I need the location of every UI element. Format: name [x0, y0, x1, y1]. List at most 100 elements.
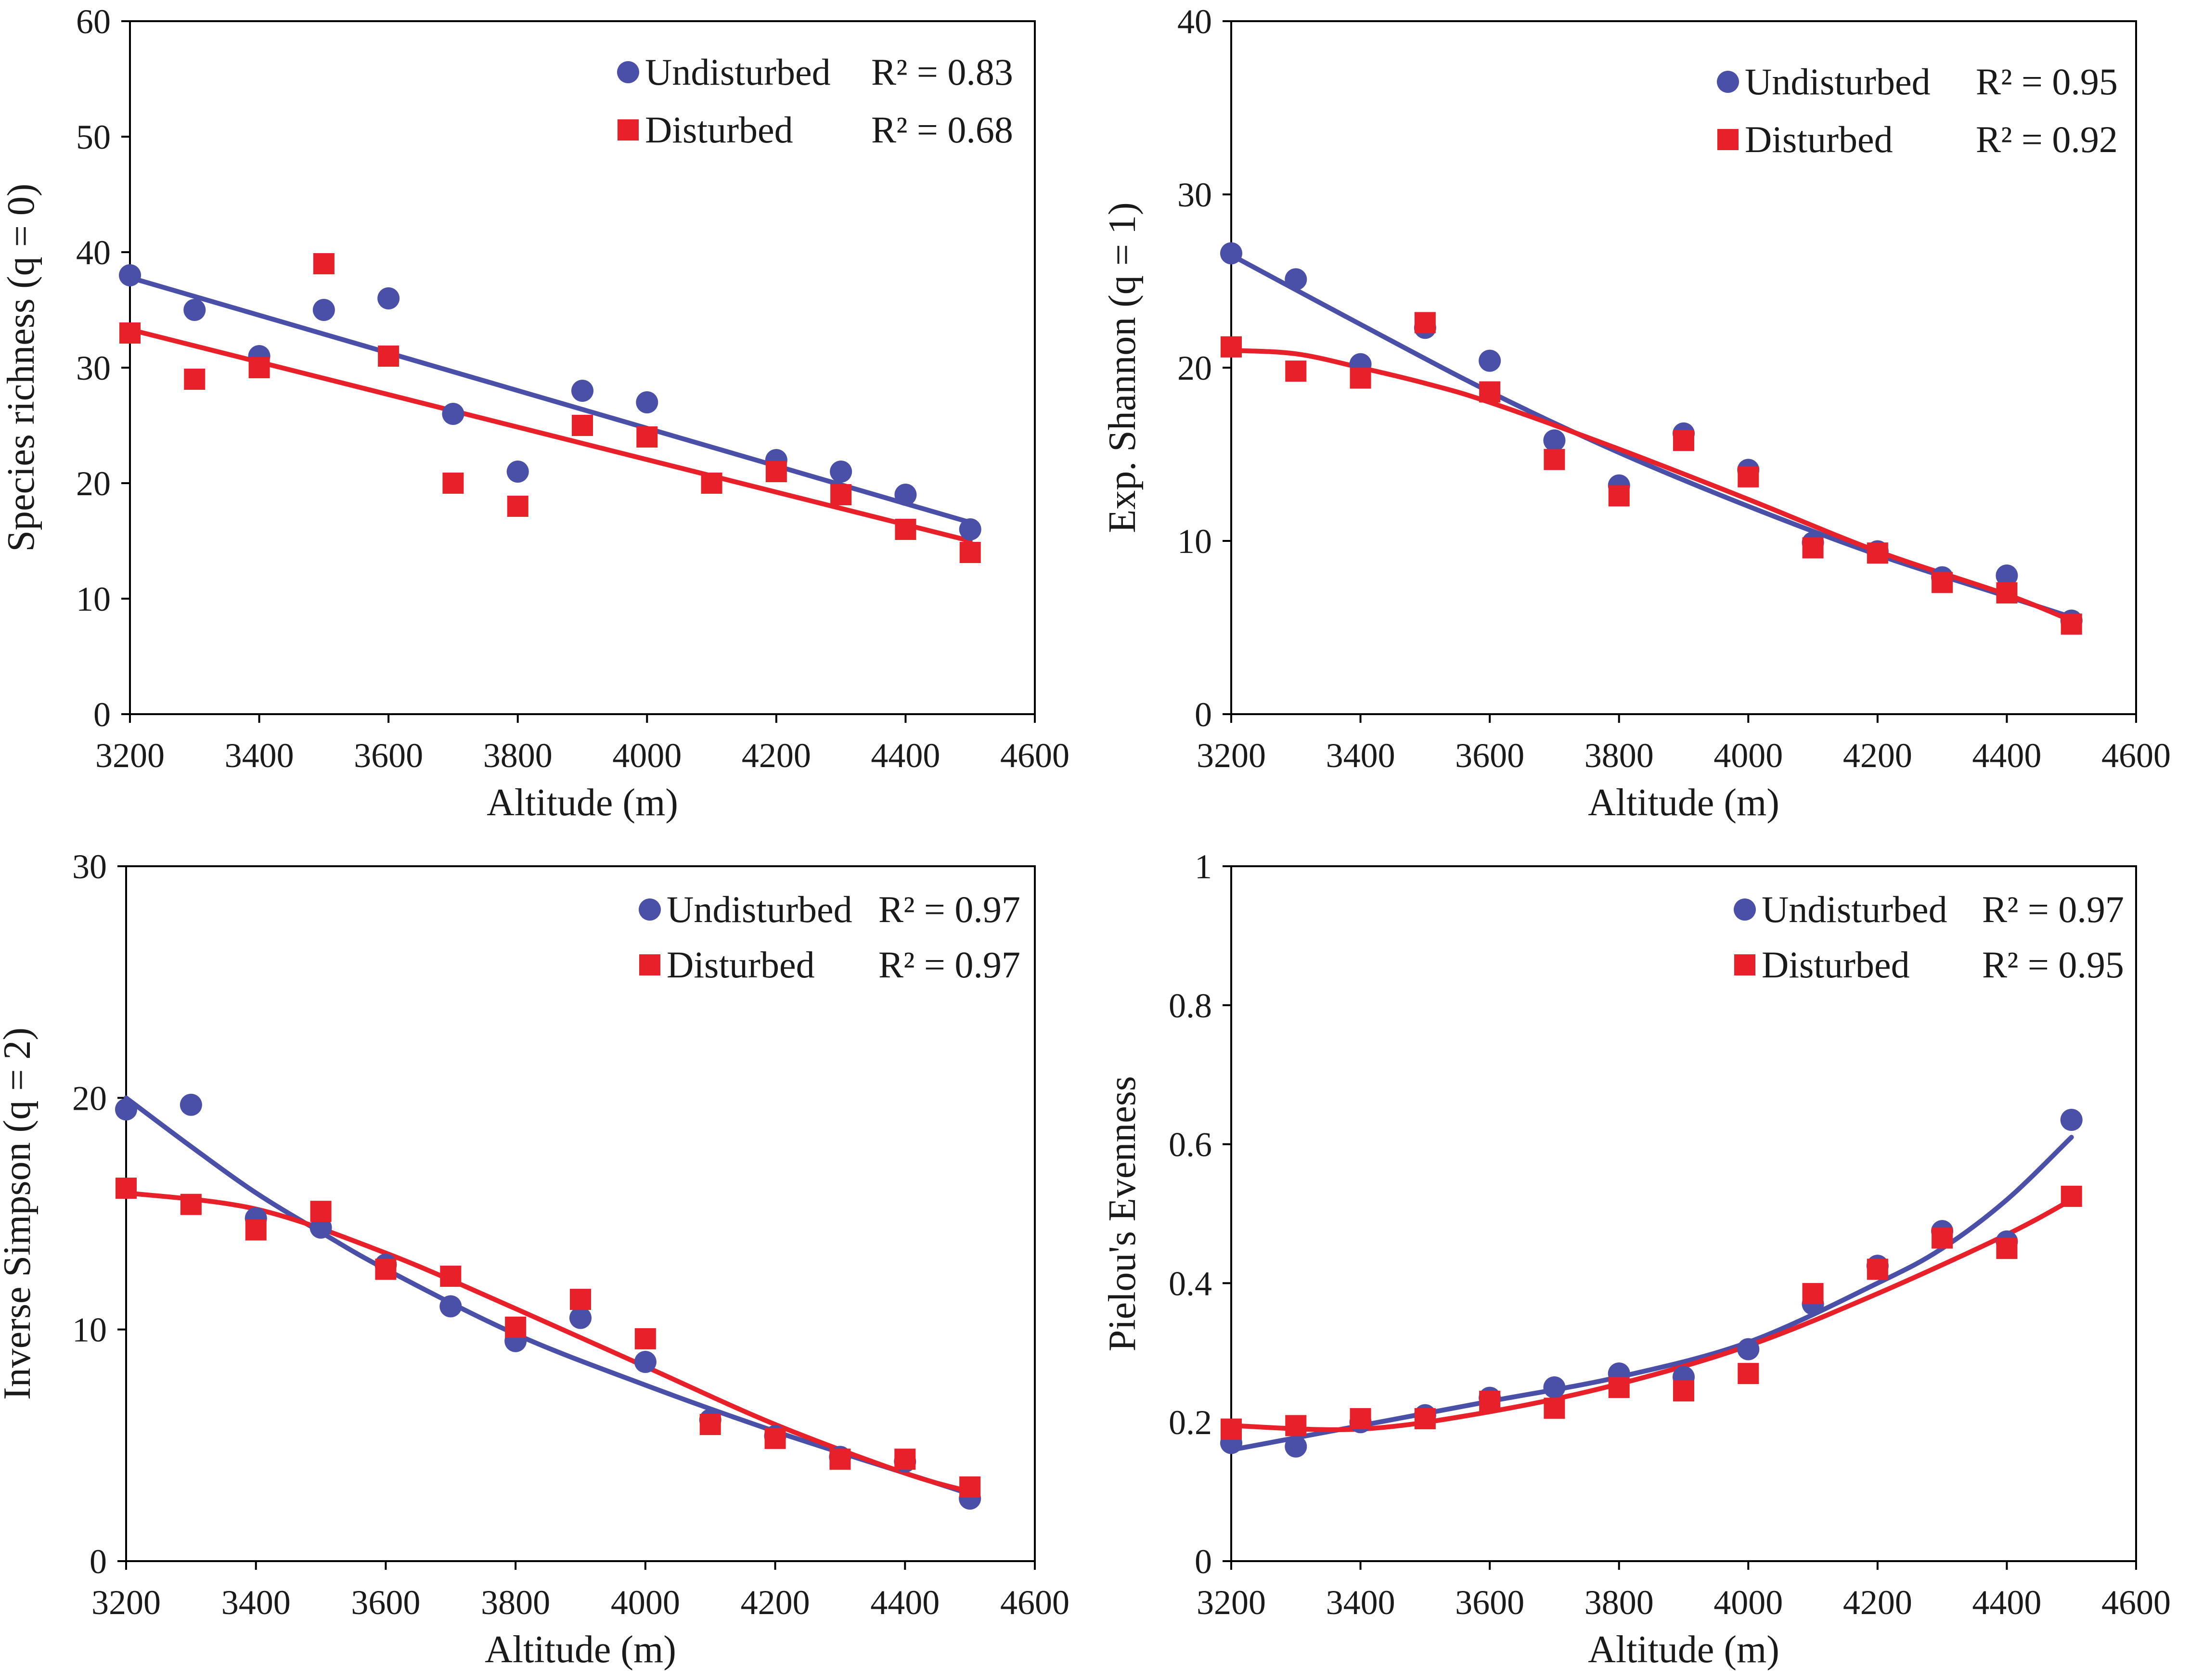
x-tick-label: 4000	[611, 1583, 680, 1622]
disturbed-trendline	[1229, 1197, 2074, 1432]
legend-undisturbed-r2: R² = 0.97	[1982, 888, 2124, 930]
disturbed-point	[505, 1316, 527, 1338]
disturbed-point	[1414, 312, 1436, 333]
x-tick-label: 4400	[1972, 1583, 2041, 1622]
disturbed-point	[1738, 1363, 1759, 1385]
legend-undisturbed-r2: R² = 0.95	[1976, 61, 2118, 103]
disturbed-point	[572, 415, 593, 436]
undisturbed-point	[1285, 268, 1307, 291]
disturbed-point	[313, 253, 335, 274]
legend: Undisturbed R² = 0.83 Disturbed R² = 0.68	[617, 51, 1013, 151]
plot-frame	[1230, 865, 2137, 1562]
legend-undisturbed-label: Undisturbed	[1762, 888, 1947, 930]
disturbed-point	[764, 1427, 786, 1449]
legend: Undisturbed R² = 0.97 Disturbed R² = 0.95	[1734, 888, 2124, 986]
x-tick-label: 4200	[741, 1583, 810, 1622]
undisturbed-point	[1737, 1338, 1760, 1360]
undisturbed-point	[1543, 429, 1566, 452]
disturbed-point	[1608, 1377, 1630, 1398]
x-tick-label: 4600	[1000, 736, 1069, 775]
legend-disturbed-r2: R² = 0.95	[1982, 944, 2124, 986]
legend-disturbed-r2: R² = 0.97	[878, 944, 1020, 986]
y-axis-label: Exp. Shannon (q = 1)	[1101, 202, 1144, 533]
x-tick-label: 3200	[91, 1583, 161, 1622]
legend-undisturbed-label: Undisturbed	[667, 888, 852, 930]
disturbed-point	[895, 519, 916, 540]
x-tick-label: 3600	[1455, 1583, 1524, 1622]
x-tick-label: 3800	[481, 1583, 550, 1622]
y-tick-label: 0.6	[1169, 1126, 1212, 1164]
y-tick-label: 30	[1177, 176, 1212, 214]
undisturbed-point	[442, 403, 464, 425]
disturbed-point	[1221, 1418, 1242, 1440]
disturbed-point	[375, 1258, 397, 1280]
x-tick-label: 3400	[225, 736, 294, 775]
undisturbed-point	[180, 1093, 202, 1116]
undisturbed-point	[377, 287, 400, 309]
y-axis-label: Pielou's Evenness	[1101, 1076, 1144, 1351]
undisturbed-trendline	[128, 275, 973, 525]
undisturbed-point	[115, 1098, 137, 1121]
x-axis-label: Altitude (m)	[1588, 1629, 1779, 1671]
x-tick-label: 4400	[871, 736, 940, 775]
undisturbed-point	[309, 1216, 332, 1239]
legend-undisturbed-marker	[639, 898, 661, 921]
disturbed-point	[699, 1414, 721, 1436]
undisturbed-point	[1996, 564, 2018, 587]
disturbed-point	[1673, 430, 1694, 451]
chart-panel-3: 0 10 20 30 3200 3400 3600 3800 4000 4200 4400 4600 A…	[0, 847, 1069, 1671]
disturbed-point	[1996, 1238, 2018, 1259]
x-tick-label: 4600	[1000, 1583, 1069, 1622]
disturbed-point	[701, 473, 722, 494]
legend-disturbed-marker	[1734, 954, 1755, 975]
y-tick-label: 0.8	[1169, 987, 1212, 1025]
disturbed-point	[442, 473, 464, 494]
disturbed-point	[440, 1265, 462, 1287]
disturbed-point	[1544, 1398, 1565, 1419]
legend: Undisturbed R² = 0.95 Disturbed R² = 0.92	[1717, 61, 2118, 160]
y-tick-label: 0	[93, 695, 111, 734]
x-tick-label: 3800	[1585, 736, 1654, 775]
x-tick-label: 4000	[1713, 1583, 1783, 1622]
disturbed-trendline	[124, 1190, 973, 1494]
x-tick-label: 4600	[2101, 736, 2171, 775]
disturbed-point	[184, 369, 206, 390]
disturbed-point	[378, 346, 399, 367]
disturbed-point	[1738, 466, 1759, 487]
disturbed-point	[2061, 1185, 2082, 1207]
undisturbed-point	[2060, 1109, 2083, 1131]
x-tick-label: 4400	[1972, 736, 2041, 775]
undisturbed-point	[183, 299, 206, 321]
legend-disturbed-label: Disturbed	[1762, 944, 1910, 986]
y-axis-label: Inverse Simpson (q = 2)	[0, 1027, 39, 1400]
legend-undisturbed-label: Undisturbed	[1745, 61, 1931, 103]
disturbed-point	[248, 357, 270, 378]
undisturbed-point	[439, 1295, 462, 1318]
undisturbed-point	[959, 518, 981, 540]
y-tick-label: 0.2	[1169, 1403, 1212, 1442]
y-tick-label: 20	[1177, 349, 1212, 387]
legend-disturbed-r2: R² = 0.68	[871, 109, 1013, 151]
x-tick-label: 3800	[483, 736, 553, 775]
x-tick-label: 3200	[1197, 736, 1266, 775]
y-tick-label: 50	[76, 118, 111, 156]
y-tick-label: 0	[90, 1542, 107, 1581]
chart-panel-4: 0 0.2 0.4 0.6 0.8 1 3200 3400 3600 3800 4000 4200 44…	[1101, 847, 2171, 1671]
disturbed-point	[310, 1201, 332, 1222]
disturbed-point	[570, 1289, 591, 1310]
x-tick-label: 4200	[742, 736, 811, 775]
disturbed-point	[245, 1219, 267, 1241]
undisturbed-point	[1543, 1376, 1566, 1398]
disturbed-point	[1802, 1283, 1824, 1305]
legend-disturbed-label: Disturbed	[667, 944, 815, 986]
x-tick-label: 4600	[2101, 1583, 2171, 1622]
disturbed-point	[1867, 542, 1888, 564]
disturbed-point	[1350, 1408, 1371, 1429]
disturbed-point	[1867, 1258, 1888, 1280]
y-tick-label: 20	[72, 1079, 107, 1117]
disturbed-point	[765, 461, 787, 482]
y-tick-label: 0	[1195, 1542, 1212, 1581]
disturbed-point	[1285, 1415, 1307, 1436]
chart-panel-2: 0 10 20 30 40 3200 3400 3600 3800 4000 4200 4400 460…	[1101, 2, 2171, 824]
y-tick-label: 60	[76, 2, 111, 41]
